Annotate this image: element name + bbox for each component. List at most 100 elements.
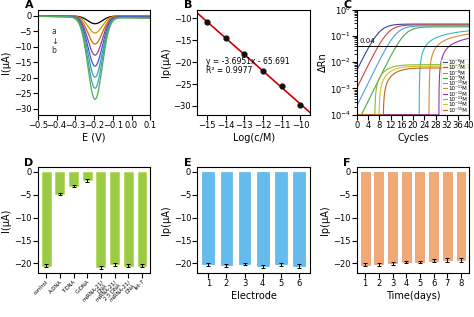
- 10⁻⁸M: [354, 104, 360, 108]
- 10⁻¹⁰M: [466, 29, 472, 33]
- 10⁻¹¹M: [405, 113, 410, 117]
- 10⁻¹⁵M: [438, 66, 444, 70]
- Bar: [361, 172, 370, 265]
- Bar: [293, 172, 305, 266]
- Y-axis label: ΔRn: ΔRn: [318, 52, 328, 72]
- Line: 10⁻¹²M: 10⁻¹²M: [357, 38, 469, 115]
- 10⁻⁷M: [374, 47, 380, 51]
- 10⁻¹²M: [429, 113, 435, 117]
- 10⁻⁹M: [354, 113, 360, 117]
- 10⁻¹²M: [466, 36, 472, 40]
- Text: R² = 0.9977: R² = 0.9977: [206, 66, 253, 75]
- 10⁻¹⁰M: [438, 34, 444, 38]
- Bar: [443, 172, 452, 260]
- 10⁻⁹M: [383, 64, 389, 68]
- 10⁻¹⁰M: [405, 113, 410, 117]
- Point: [240, 52, 248, 57]
- Line: 10⁻⁸M: 10⁻⁸M: [357, 26, 469, 106]
- X-axis label: Log(c/M): Log(c/M): [233, 133, 274, 143]
- 10⁻⁸M: [420, 24, 426, 28]
- 10⁻¹²M: [420, 113, 426, 117]
- 10⁻¹⁵M: [420, 66, 426, 70]
- 10⁻¹⁵M: [405, 67, 410, 71]
- 10⁻¹⁰M: [420, 49, 426, 53]
- Bar: [55, 172, 64, 194]
- 10⁻¹¹M: [354, 113, 360, 117]
- Text: 0.04: 0.04: [359, 38, 375, 44]
- 10⁻⁸M: [374, 64, 380, 68]
- 10⁻¹⁴M: [354, 113, 360, 117]
- Y-axis label: I(μA): I(μA): [1, 208, 11, 232]
- Text: B: B: [184, 0, 192, 10]
- 10⁻⁸M: [383, 47, 389, 51]
- 10⁻⁶M: [383, 25, 389, 29]
- 10⁻¹²M: [383, 113, 389, 117]
- 10⁻¹⁴M: [420, 64, 426, 68]
- Y-axis label: I(μA): I(μA): [1, 50, 11, 74]
- Text: y = -3.6951x - 65.691: y = -3.6951x - 65.691: [206, 57, 290, 66]
- X-axis label: Time(days): Time(days): [386, 291, 440, 301]
- 10⁻⁷M: [405, 23, 410, 27]
- 10⁻⁶M: [420, 22, 426, 26]
- Text: F: F: [344, 158, 351, 168]
- Bar: [374, 172, 383, 264]
- 10⁻¹²M: [374, 113, 380, 117]
- X-axis label: Cycles: Cycles: [397, 133, 429, 143]
- 10⁻¹⁵M: [354, 113, 360, 117]
- 10⁻¹⁰M: [354, 113, 360, 117]
- 10⁻¹³M: [354, 113, 360, 117]
- Line: 10⁻¹⁰M: 10⁻¹⁰M: [357, 31, 469, 115]
- 10⁻¹³M: [383, 68, 389, 72]
- Text: E: E: [184, 158, 191, 168]
- 10⁻¹²M: [354, 113, 360, 117]
- Line: 10⁻⁷M: 10⁻⁷M: [357, 25, 469, 88]
- X-axis label: E (V): E (V): [82, 133, 106, 143]
- X-axis label: Electrode: Electrode: [231, 291, 276, 301]
- Bar: [97, 172, 105, 267]
- Bar: [402, 172, 410, 262]
- Text: A: A: [25, 0, 33, 10]
- 10⁻⁹M: [405, 30, 410, 34]
- 10⁻¹³M: [429, 63, 435, 67]
- Bar: [83, 172, 91, 180]
- 10⁻¹¹M: [429, 55, 435, 58]
- Bar: [137, 172, 146, 266]
- 10⁻⁹M: [438, 25, 444, 29]
- 10⁻⁹M: [429, 25, 435, 29]
- Point: [203, 19, 210, 24]
- Text: D: D: [25, 158, 34, 168]
- Bar: [220, 172, 232, 265]
- 10⁻¹⁵M: [383, 85, 389, 88]
- Point: [297, 103, 304, 108]
- 10⁻¹¹M: [374, 113, 380, 117]
- Bar: [275, 172, 287, 264]
- Text: a: a: [51, 27, 56, 36]
- 10⁻⁸M: [438, 24, 444, 28]
- 10⁻¹⁰M: [383, 113, 389, 117]
- Legend: 10⁻⁶M, 10⁻⁷M, 10⁻⁸M, 10⁻⁹M, 10⁻¹⁰M, 10⁻¹¹M, 10⁻¹²M, 10⁻¹³M, 10⁻¹⁴M, 10⁻¹⁵M: 10⁻⁶M, 10⁻⁷M, 10⁻⁸M, 10⁻⁹M, 10⁻¹⁰M, 10⁻¹…: [441, 59, 468, 113]
- 10⁻⁶M: [354, 68, 360, 72]
- 10⁻¹⁵M: [466, 66, 472, 70]
- 10⁻¹⁴M: [374, 113, 380, 117]
- 10⁻⁶M: [429, 22, 435, 26]
- 10⁻⁷M: [438, 23, 444, 27]
- 10⁻⁹M: [420, 25, 426, 29]
- 10⁻⁸M: [405, 25, 410, 29]
- Bar: [429, 172, 438, 261]
- Line: 10⁻¹¹M: 10⁻¹¹M: [357, 34, 469, 115]
- 10⁻⁶M: [438, 22, 444, 26]
- Point: [278, 84, 285, 89]
- 10⁻¹⁴M: [383, 74, 389, 78]
- Line: 10⁻¹⁵M: 10⁻¹⁵M: [357, 68, 469, 115]
- 10⁻¹⁰M: [374, 113, 380, 117]
- 10⁻¹¹M: [383, 113, 389, 117]
- 10⁻⁶M: [405, 22, 410, 26]
- 10⁻⁶M: [374, 33, 380, 37]
- 10⁻⁷M: [354, 86, 360, 90]
- Line: 10⁻¹⁴M: 10⁻¹⁴M: [357, 66, 469, 115]
- 10⁻¹⁴M: [466, 64, 472, 68]
- 10⁻¹³M: [374, 84, 380, 88]
- 10⁻¹¹M: [420, 113, 426, 117]
- Y-axis label: Ip(μA): Ip(μA): [320, 205, 330, 235]
- 10⁻¹³M: [466, 63, 472, 67]
